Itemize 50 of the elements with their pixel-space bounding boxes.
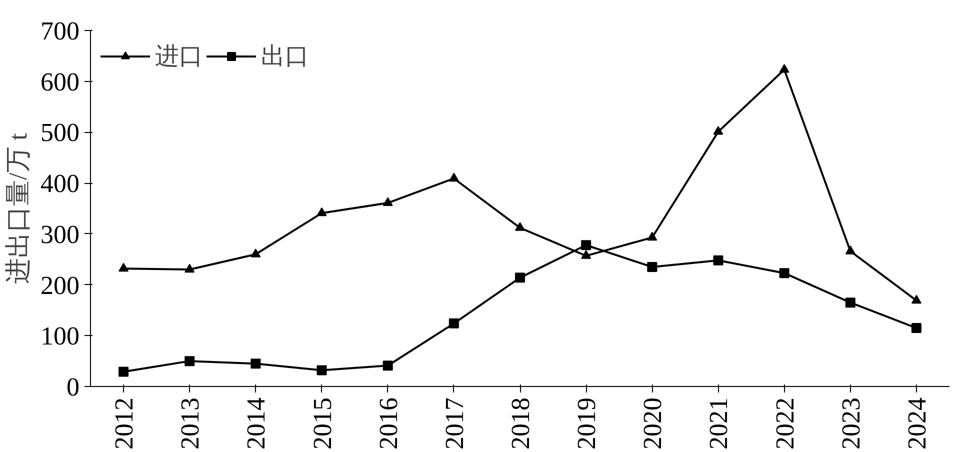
point bbox=[911, 294, 922, 304]
point bbox=[448, 172, 459, 182]
point bbox=[515, 222, 525, 231]
point bbox=[448, 318, 459, 328]
point bbox=[515, 272, 525, 283]
point bbox=[118, 366, 129, 377]
y-tick-label: 500 bbox=[40, 118, 80, 148]
point bbox=[647, 232, 658, 241]
point bbox=[382, 360, 393, 371]
y-tick-label: 300 bbox=[40, 220, 80, 249]
x-tick-label: 2024 bbox=[902, 398, 932, 450]
point bbox=[647, 262, 658, 272]
x-tick-label: 2022 bbox=[770, 398, 800, 450]
point bbox=[250, 358, 261, 369]
point bbox=[316, 207, 327, 216]
point bbox=[184, 264, 195, 273]
y-tick-label: 100 bbox=[40, 322, 80, 351]
legend-label: 出口 bbox=[261, 43, 309, 72]
point bbox=[845, 298, 856, 308]
point bbox=[118, 262, 129, 272]
x-tick-label: 2014 bbox=[242, 398, 271, 450]
y-tick-label: 600 bbox=[40, 67, 80, 96]
point bbox=[779, 64, 790, 73]
x-tick-label: 2018 bbox=[506, 398, 535, 450]
legend-label: 进口 bbox=[155, 43, 203, 72]
point bbox=[316, 365, 327, 376]
y-tick-label: 200 bbox=[40, 270, 80, 300]
point bbox=[713, 126, 724, 135]
point bbox=[845, 246, 856, 254]
point bbox=[581, 240, 592, 250]
y-tick-label: 0 bbox=[66, 372, 80, 402]
point bbox=[581, 250, 592, 259]
y-tick-label: 700 bbox=[40, 16, 80, 46]
x-tick-label: 2021 bbox=[704, 398, 734, 450]
point bbox=[382, 197, 393, 206]
x-tick-label: 2012 bbox=[110, 398, 139, 450]
x-tick-label: 2015 bbox=[308, 398, 337, 450]
point bbox=[911, 323, 922, 334]
point bbox=[250, 248, 261, 258]
x-tick-label: 2020 bbox=[638, 398, 668, 450]
y-axis-title: 进出口量/万 t bbox=[4, 132, 32, 284]
point bbox=[713, 255, 724, 266]
x-tick-label: 2019 bbox=[572, 398, 602, 450]
x-tick-label: 2017 bbox=[440, 398, 469, 450]
x-tick-label: 2013 bbox=[176, 398, 205, 450]
point bbox=[779, 268, 790, 278]
y-tick-label: 400 bbox=[40, 169, 80, 198]
point bbox=[184, 356, 195, 366]
x-tick-label: 2016 bbox=[374, 398, 403, 450]
x-tick-label: 2023 bbox=[836, 398, 866, 450]
